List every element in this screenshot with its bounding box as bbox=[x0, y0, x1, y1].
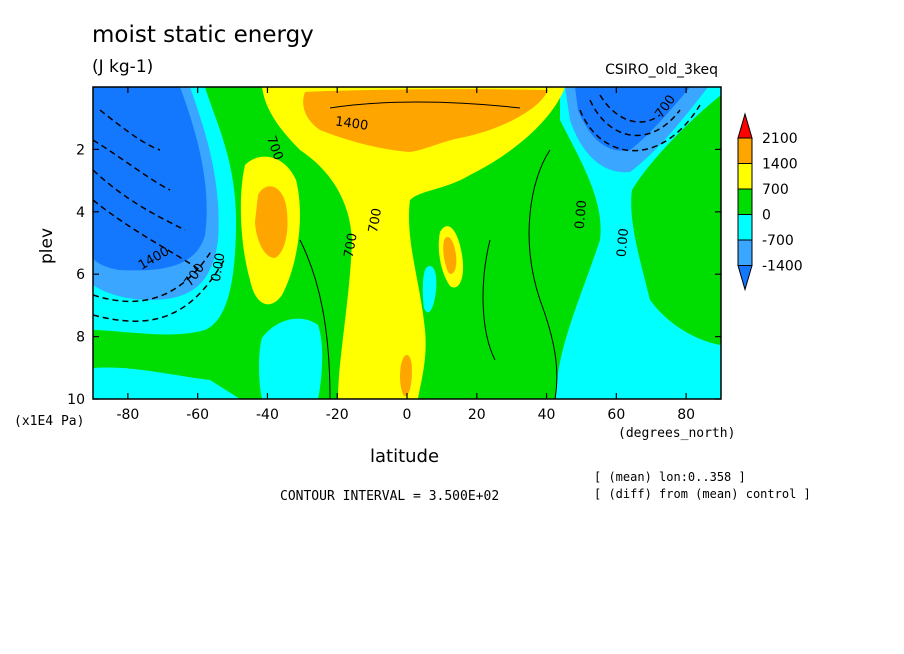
contour-line bbox=[589, 99, 681, 137]
band-1400-2100-sub bbox=[443, 236, 457, 275]
colorbar-segment bbox=[737, 163, 753, 190]
band-1400-2100-left bbox=[255, 186, 288, 258]
y-tick-label: 2 bbox=[76, 142, 85, 158]
contour-line bbox=[599, 94, 661, 123]
chart-units: (J kg-1) bbox=[92, 57, 154, 77]
y-axis: 2 4 6 8 10 bbox=[67, 142, 721, 408]
colorbar-label: 1400 bbox=[762, 157, 798, 173]
band-1400-2100-bottom bbox=[400, 354, 412, 397]
contour-line bbox=[93, 259, 225, 322]
colorbar-label: 0 bbox=[762, 208, 771, 224]
band-neg-left-deep bbox=[93, 87, 207, 271]
contour-line bbox=[579, 104, 701, 152]
colorbar: 2100 1400 700 0 -700 -1400 bbox=[737, 112, 803, 292]
x-axis: -80 -60 -40 -20 0 20 40 60 80 bbox=[116, 87, 695, 423]
x-tick-label: 60 bbox=[607, 407, 625, 423]
x-tick-label: -20 bbox=[326, 407, 349, 423]
colorbar-top-arrow bbox=[737, 112, 753, 139]
contour-label: 700 bbox=[342, 232, 361, 259]
contour-line bbox=[299, 239, 331, 399]
x-tick-label: 40 bbox=[538, 407, 556, 423]
x-tick-label: -60 bbox=[186, 407, 209, 423]
contour-label: 0.00 bbox=[209, 252, 229, 283]
contour-line bbox=[93, 139, 171, 191]
y-axis-label: plev bbox=[37, 228, 57, 264]
contour-interval-note: CONTOUR INTERVAL = 3.500E+02 bbox=[280, 489, 500, 504]
contour-line bbox=[482, 239, 496, 361]
contour-line bbox=[93, 199, 201, 271]
contour-line bbox=[329, 101, 521, 109]
contour-lines bbox=[93, 94, 701, 399]
colorbar-segment bbox=[737, 239, 753, 266]
colorbar-label: 700 bbox=[762, 182, 789, 198]
band-neg-blob-a bbox=[259, 318, 323, 399]
y-tick-label: 10 bbox=[67, 392, 85, 408]
colorbar-segment bbox=[737, 188, 753, 215]
band-neg-right-cyan bbox=[556, 87, 721, 399]
band-neg-right-deep bbox=[575, 87, 690, 151]
y-axis-units: (x1E4 Pa) bbox=[14, 414, 85, 429]
contour-label: 700 bbox=[366, 207, 385, 234]
y-tick-label: 4 bbox=[76, 205, 85, 221]
x-tick-label: -40 bbox=[256, 407, 279, 423]
contour-field bbox=[93, 87, 721, 399]
y-tick-label: 8 bbox=[76, 330, 85, 346]
y-tick-label: 6 bbox=[76, 267, 85, 283]
contour-label: 0.00 bbox=[573, 200, 590, 230]
colorbar-segment bbox=[737, 137, 753, 164]
colorbar-label: -1400 bbox=[762, 259, 803, 275]
dataset-label: CSIRO_old_3keq bbox=[605, 62, 718, 78]
x-axis-units: (degrees_north) bbox=[618, 426, 736, 441]
x-tick-label: 80 bbox=[677, 407, 695, 423]
x-tick-label: 0 bbox=[403, 407, 412, 423]
colorbar-segment bbox=[737, 214, 753, 241]
colorbar-label: -700 bbox=[762, 233, 794, 249]
band-neg-bottom-left bbox=[93, 367, 240, 399]
contour-label: 1400 bbox=[334, 114, 369, 133]
x-tick-label: -80 bbox=[116, 407, 139, 423]
mean-note: [ (mean) lon:0..358 ] bbox=[594, 470, 746, 484]
x-tick-label: 20 bbox=[468, 407, 486, 423]
band-700-1400-tropics bbox=[262, 87, 565, 399]
chart-title: moist static energy bbox=[92, 22, 314, 48]
contour-line bbox=[93, 169, 186, 231]
colorbar-label: 2100 bbox=[762, 131, 798, 147]
contour-label: 0.00 bbox=[615, 228, 632, 258]
contour-line bbox=[528, 149, 558, 399]
colorbar-bottom-arrow bbox=[737, 265, 753, 292]
diff-note: [ (diff) from (mean) control ] bbox=[594, 487, 811, 501]
band-neg-blob-b bbox=[422, 266, 437, 313]
x-axis-label: latitude bbox=[370, 446, 440, 467]
contour-line bbox=[99, 109, 161, 151]
